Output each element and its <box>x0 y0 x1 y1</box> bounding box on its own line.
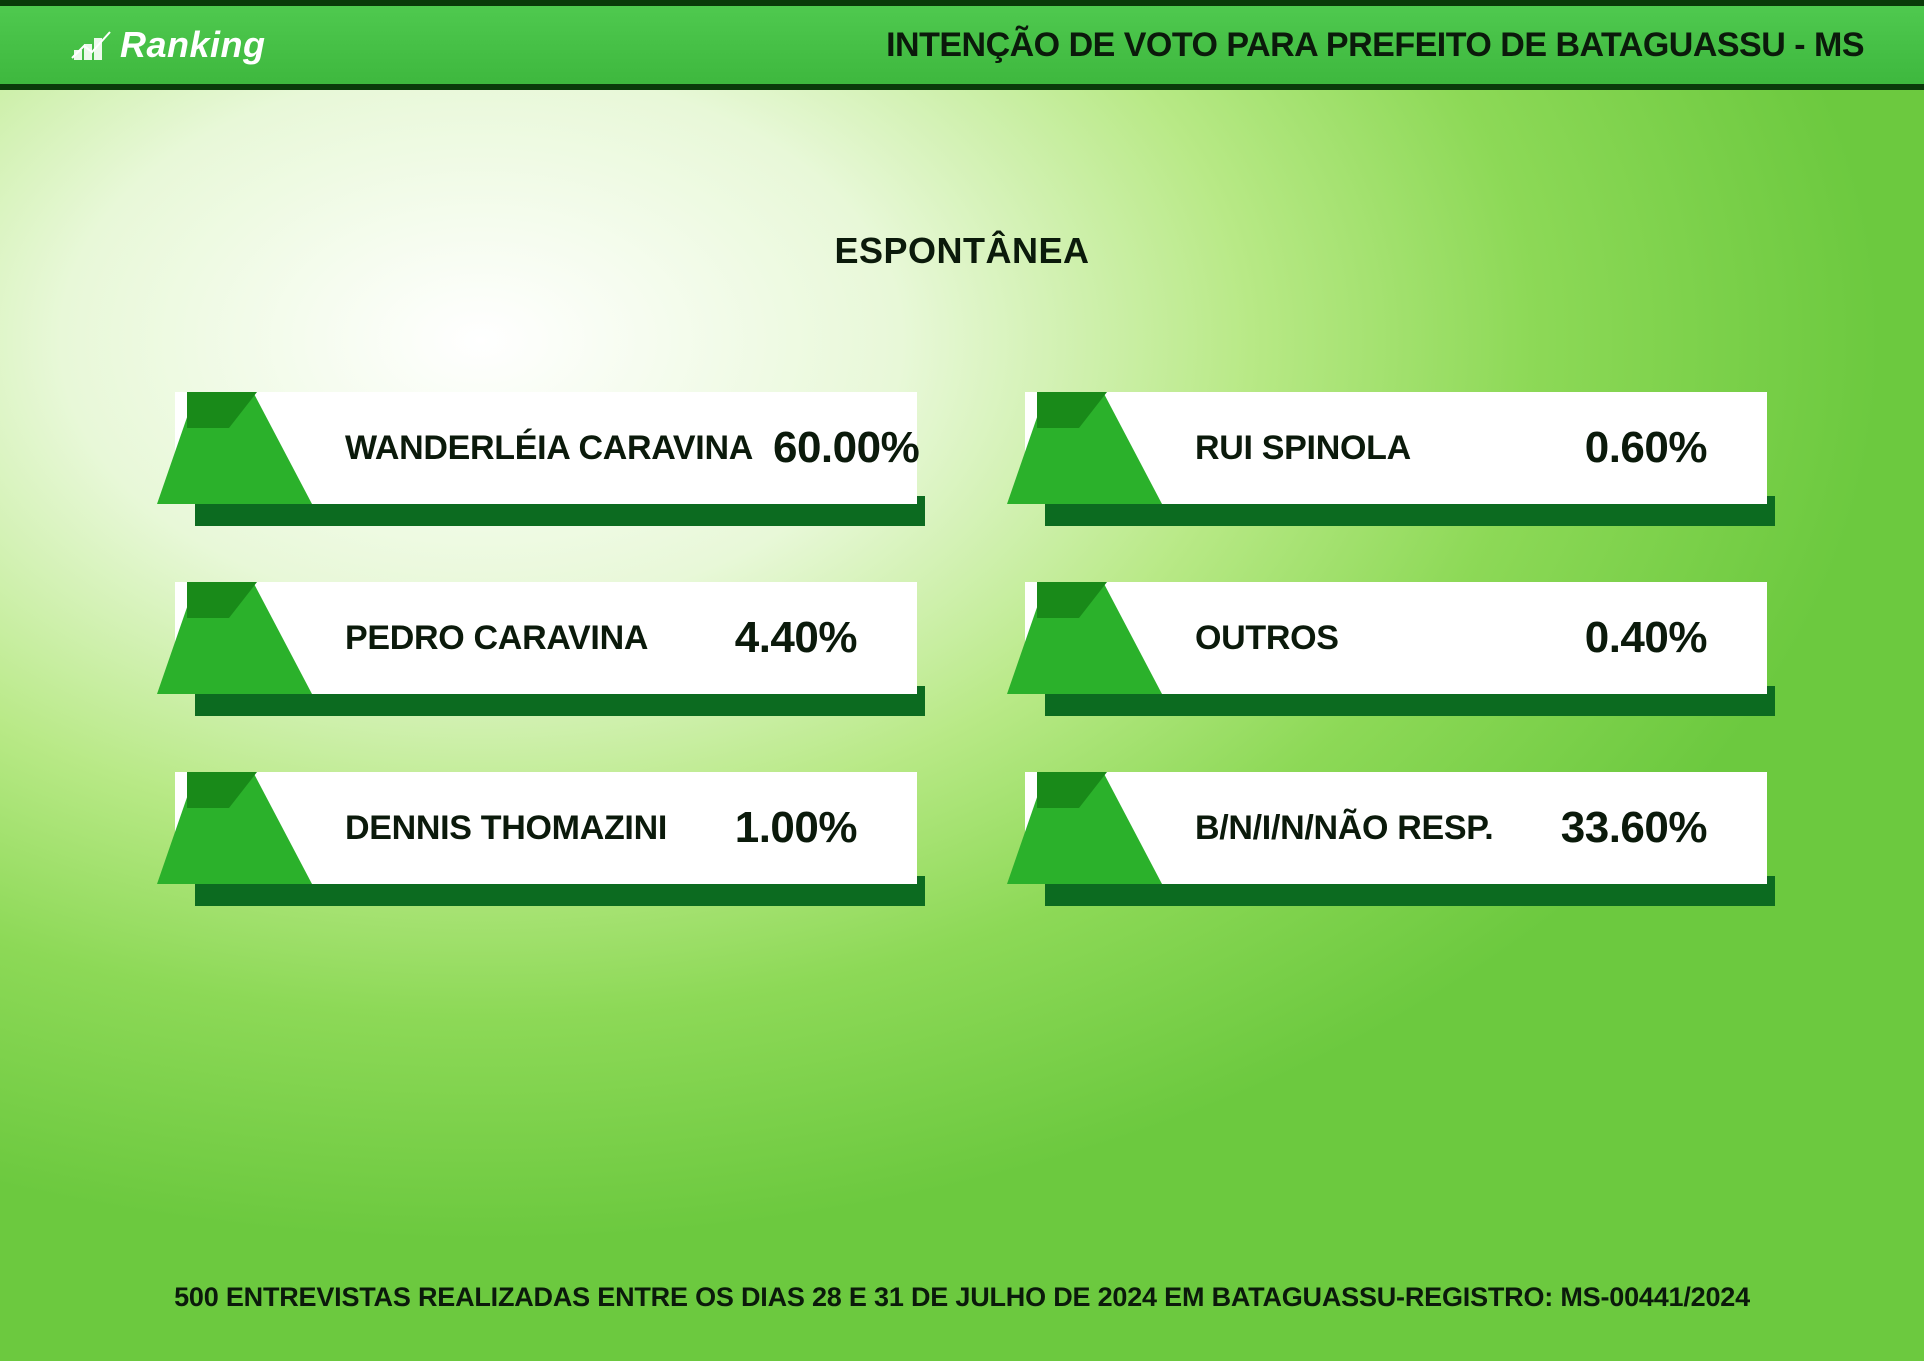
footer: 500 ENTREVISTAS REALIZADAS ENTRE OS DIAS… <box>174 1282 1750 1361</box>
result-card: RUI SPINOLA 0.60% <box>1007 392 1767 512</box>
result-card: B/N/I/N/NÃO RESP. 33.60% <box>1007 772 1767 892</box>
candidate-value: 0.60% <box>1585 423 1707 473</box>
candidate-name: PEDRO CARAVINA <box>345 619 648 658</box>
candidate-value: 60.00% <box>773 423 919 473</box>
content: ESPONTÂNEA WANDERLÉIA CARAVINA 60.00% RU… <box>0 90 1924 1361</box>
logo: Ranking <box>70 24 266 66</box>
result-card: WANDERLÉIA CARAVINA 60.00% <box>157 392 917 512</box>
section-subtitle: ESPONTÂNEA <box>834 230 1089 272</box>
candidate-name: WANDERLÉIA CARAVINA <box>345 429 753 468</box>
results-grid: WANDERLÉIA CARAVINA 60.00% RUI SPINOLA 0… <box>157 392 1767 892</box>
candidate-value: 33.60% <box>1561 803 1707 853</box>
result-card: OUTROS 0.40% <box>1007 582 1767 702</box>
footer-text: 500 ENTREVISTAS REALIZADAS ENTRE OS DIAS… <box>174 1282 1750 1313</box>
chart-up-icon <box>70 28 112 62</box>
candidate-name: B/N/I/N/NÃO RESP. <box>1195 809 1493 848</box>
candidate-value: 4.40% <box>735 613 857 663</box>
candidate-value: 0.40% <box>1585 613 1707 663</box>
candidate-name: RUI SPINOLA <box>1195 429 1411 468</box>
page-title: INTENÇÃO DE VOTO PARA PREFEITO DE BATAGU… <box>886 26 1864 65</box>
candidate-value: 1.00% <box>735 803 857 853</box>
candidate-name: OUTROS <box>1195 619 1339 658</box>
result-card: DENNIS THOMAZINI 1.00% <box>157 772 917 892</box>
result-card: PEDRO CARAVINA 4.40% <box>157 582 917 702</box>
header-bar: Ranking INTENÇÃO DE VOTO PARA PREFEITO D… <box>0 6 1924 84</box>
logo-text: Ranking <box>120 24 266 66</box>
candidate-name: DENNIS THOMAZINI <box>345 809 667 848</box>
